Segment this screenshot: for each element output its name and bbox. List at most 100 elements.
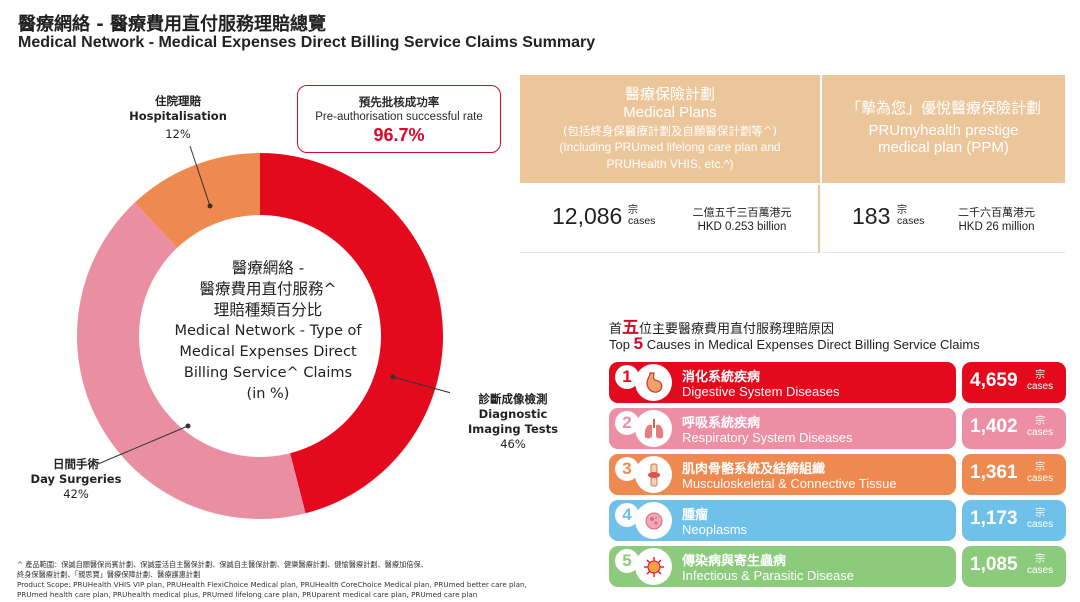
plan-cases-unit: 宗 cases — [897, 205, 924, 227]
donut-slice-diagnostic-imaging-tests — [260, 153, 443, 514]
cause-bar: 5 傳染病與寄生蟲病 Infectious & Parasitic Diseas… — [609, 546, 956, 587]
donut-slice-day-surgeries — [76, 202, 306, 519]
preauth-value: 96.7% — [373, 125, 425, 145]
plan-amount-zh: 二千六百萬港元 — [958, 206, 1035, 219]
page-title-en: Medical Network - Medical Expenses Direc… — [18, 34, 596, 51]
cause-cases: 1,361 — [970, 462, 1018, 483]
donut-title-line: 醫療網絡 - — [231, 259, 305, 277]
donut-center-title: 醫療網絡 - 醫療費用直付服務^ 理賠種類百分比 Medical Network… — [146, 258, 390, 405]
preauth-label-zh: 預先批核成功率 — [358, 95, 440, 109]
cause-unit-en: cases — [1027, 519, 1054, 530]
cause-value-box: 1,402 宗 cases — [962, 408, 1066, 449]
causes-title-en-pre: Top — [609, 337, 630, 352]
page-title-zh: 醫療網絡 - 醫療費用直付服務理賠總覽 — [18, 14, 327, 35]
cause-bar: 3 肌肉骨骼系統及結締組織 Musculoskeletal & Connecti… — [609, 454, 956, 495]
cause-bar: 1 消化系統疾病 Digestive System Diseases — [609, 362, 956, 403]
footnote-line: PRUmed health care plan, PRUhealth medic… — [17, 590, 478, 599]
causes-title-zh-num: 五 — [622, 318, 640, 338]
plan-name-en: PRUmyhealth prestige — [868, 122, 1019, 139]
cause-name-zh: 肌肉骨骼系統及結締組織 — [682, 462, 826, 477]
slice-label-hospitalisation: 住院理賠 Hospitalisation 12% — [128, 94, 228, 142]
cause-name-en: Digestive System Diseases — [682, 384, 840, 399]
cause-name-en: Respiratory System Diseases — [682, 430, 853, 445]
cause-unit: 宗 cases — [1027, 554, 1053, 576]
slice-label-en: Hospitalisation — [129, 109, 227, 123]
causes-title-zh-post: 位主要醫療費用直付服務理賠原因 — [639, 322, 835, 337]
lungs-icon — [635, 410, 672, 447]
causes-title-zh: 首五位主要醫療費用直付服務理賠原因 — [609, 313, 834, 338]
cause-row: 4 腫瘤 Neoplasms 1,173 宗 cases — [609, 500, 1066, 541]
slice-label-zh: 日間手術 — [53, 457, 99, 471]
cause-name-en: Musculoskeletal & Connective Tissue — [682, 476, 897, 491]
footnote-line: Product Scope: PRUHealth VHIS VIP plan, … — [17, 580, 527, 589]
cause-unit-zh: 宗 — [1035, 462, 1046, 473]
plan-cases-unit-zh: 宗 — [628, 205, 638, 216]
cause-cases: 4,659 — [970, 370, 1018, 391]
donut-title-line: Medical Expenses Direct — [179, 344, 357, 360]
plans-summary-table: 醫療保險計劃 Medical Plans (包括終身保醫療計劃及自願醫保計劃等^… — [520, 75, 1065, 253]
cause-unit: 宗 cases — [1027, 462, 1053, 484]
cause-value-box: 1,173 宗 cases — [962, 500, 1066, 541]
plan-cases-unit-en: cases — [628, 215, 656, 227]
causes-title-en: Top 5 Causes in Medical Expenses Direct … — [609, 334, 980, 354]
donut-title-line: 醫療費用直付服務^ — [199, 280, 337, 298]
cause-unit: 宗 cases — [1027, 508, 1053, 530]
plan-stats-ppm: 183 宗 cases 二千六百萬港元 HKD 26 million — [822, 185, 1065, 253]
causes-title-zh-pre: 首 — [609, 322, 623, 337]
cause-unit-en: cases — [1027, 473, 1054, 484]
plan-cases-unit: 宗 cases — [628, 205, 655, 227]
cause-value-box: 1,085 宗 cases — [962, 546, 1066, 587]
slice-value-label: 46% — [500, 437, 526, 451]
plan-amount-zh: 二億五千三百萬港元 — [692, 206, 792, 219]
cause-unit: 宗 cases — [1027, 416, 1053, 438]
plan-header-medical-plans: 醫療保險計劃 Medical Plans (包括終身保醫療計劃及自願醫保計劃等^… — [520, 75, 820, 183]
leader-dot — [390, 374, 396, 380]
preauth-rate-box: 預先批核成功率 Pre-authorisation successful rat… — [297, 85, 501, 153]
cause-name-en: Infectious & Parasitic Disease — [682, 568, 854, 583]
cause-name-zh: 消化系統疾病 — [682, 370, 761, 385]
plan-amount-en: HKD 0.253 billion — [697, 221, 787, 233]
plan-name-zh: 「摯為您」優悅醫療保險計劃 — [845, 99, 1041, 117]
leader-dot — [207, 203, 213, 209]
cause-name-zh: 腫瘤 — [682, 508, 709, 523]
cause-unit-en: cases — [1027, 381, 1054, 392]
footnote-line: ^ 產品範圍：保誠自願醫保尚賓計劃、保誠靈活自主醫保計劃、保誠自主醫保計劃、健樂… — [17, 560, 428, 569]
cause-unit-zh: 宗 — [1035, 554, 1046, 565]
slice-label-diagnostic: 診斷成像檢測 Diagnostic Imaging Tests 46% — [463, 392, 563, 452]
donut-slice-hospitalisation — [134, 153, 260, 248]
causes-title-en-num: 5 — [633, 334, 644, 353]
plan-cases-count: 183 — [852, 203, 891, 229]
preauth-label-en: Pre-authorisation successful rate — [315, 111, 483, 123]
cause-unit-en: cases — [1027, 565, 1054, 576]
donut-title-line: Billing Service^ Claims — [183, 365, 353, 381]
knee-joint-icon — [635, 456, 672, 493]
cause-unit-zh: 宗 — [1035, 508, 1046, 519]
slice-value-label: 12% — [165, 127, 191, 141]
donut-chart — [76, 146, 450, 519]
cell-icon — [635, 502, 672, 539]
slice-label-en: Imaging Tests — [468, 422, 558, 436]
slice-label-zh: 診斷成像檢測 — [478, 392, 548, 406]
plan-amount: 二億五千三百萬港元 HKD 0.253 billion — [672, 205, 812, 235]
cause-row: 2 呼吸系統疾病 Respiratory System Diseases 1,4… — [609, 408, 1066, 449]
causes-title-en-post: Causes in Medical Expenses Direct Billin… — [646, 337, 980, 352]
cause-unit: 宗 cases — [1027, 370, 1053, 392]
plan-cases-unit-zh: 宗 — [897, 205, 907, 216]
donut-title-line: (in %) — [246, 386, 290, 402]
cause-value-box: 4,659 宗 cases — [962, 362, 1066, 403]
cause-name-zh: 傳染病與寄生蟲病 — [682, 554, 787, 569]
cause-row: 5 傳染病與寄生蟲病 Infectious & Parasitic Diseas… — [609, 546, 1066, 587]
footnote-line: 終身保醫療計劃、「親思寶」醫療保障計劃、醫療護惠計劃 — [17, 570, 201, 579]
leader-line — [392, 376, 450, 394]
cause-unit-zh: 宗 — [1035, 416, 1046, 427]
cause-bar: 4 腫瘤 Neoplasms — [609, 500, 956, 541]
cause-unit-zh: 宗 — [1035, 370, 1046, 381]
cause-bar: 2 呼吸系統疾病 Respiratory System Diseases — [609, 408, 956, 449]
slice-label-zh: 住院理賠 — [155, 94, 201, 108]
slice-label-day-surgeries: 日間手術 Day Surgeries 42% — [26, 457, 126, 502]
plan-cases-unit-en: cases — [897, 215, 925, 227]
leader-dot — [185, 423, 191, 429]
plan-name-en: Medical Plans — [623, 104, 717, 121]
plan-stats-medical-plans: 12,086 宗 cases 二億五千三百萬港元 HKD 0.253 billi… — [520, 185, 820, 253]
cause-row: 3 肌肉骨骼系統及結締組織 Musculoskeletal & Connecti… — [609, 454, 1066, 495]
